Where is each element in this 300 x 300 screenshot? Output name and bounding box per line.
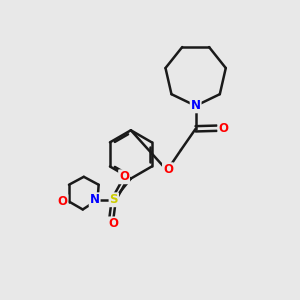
- Text: S: S: [110, 193, 118, 206]
- Text: O: O: [108, 218, 118, 230]
- Text: N: N: [190, 99, 201, 112]
- Text: N: N: [90, 193, 100, 206]
- Text: O: O: [58, 195, 68, 208]
- Text: O: O: [218, 122, 228, 135]
- Text: O: O: [119, 170, 129, 183]
- Text: O: O: [163, 163, 173, 176]
